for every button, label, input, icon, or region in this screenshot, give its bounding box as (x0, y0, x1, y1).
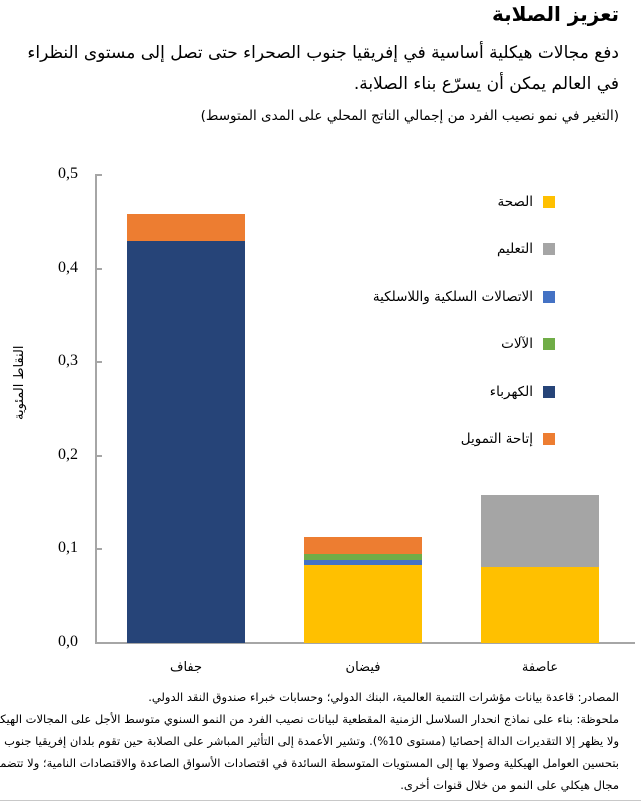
legend-item: الصحة (373, 178, 555, 226)
legend-label: الآلات (501, 336, 533, 353)
bar-segment (304, 537, 422, 555)
footnote: المصادر: قاعدة بيانات مؤشرات التنمية الع… (0, 686, 619, 796)
y-tick-mark (95, 642, 102, 644)
y-tick-label: 0,1 (58, 539, 78, 557)
y-tick-mark (95, 361, 102, 364)
legend-swatch-icon (543, 195, 555, 208)
legend-label: الكهرباء (489, 383, 533, 400)
y-axis (95, 175, 97, 644)
y-tick-label: 0,5 (58, 165, 78, 182)
legend-label: إتاحة التمويل (460, 431, 533, 448)
y-tick-mark (95, 454, 102, 457)
x-category-label: جفاف (169, 660, 203, 675)
bottom-divider (0, 800, 641, 801)
legend-swatch-icon (543, 243, 555, 256)
y-tick-label: 0,3 (58, 352, 78, 370)
legend-item: الكهرباء (373, 368, 555, 416)
legend-label: الاتصالات السلكية واللاسلكية (372, 288, 533, 305)
y-tick-label: 0,2 (58, 445, 78, 463)
chart-title: تعزيز الصلابة (491, 2, 619, 26)
y-tick-mark (95, 174, 102, 176)
chart-units: (التغير في نمو نصيب الفرد من إجمالي النا… (200, 108, 619, 124)
legend-swatch-icon (543, 433, 555, 446)
legend-item: إتاحة التمويل (373, 416, 555, 464)
x-category-label: عاصفة (521, 660, 559, 675)
legend-item: التعليم (373, 226, 555, 274)
y-tick-mark (95, 267, 102, 270)
footnote-note-line: مجال هيكلي على النمو من خلال قنوات أخرى. (400, 778, 619, 792)
legend-label: الصحة (497, 193, 533, 210)
x-axis (95, 642, 635, 644)
y-axis-label: النقاط المئوية (12, 345, 27, 420)
y-tick-label: 0,4 (58, 258, 78, 276)
chart-subtitle: دفع مجالات هيكلية أساسية في إفريقيا جنوب… (27, 43, 619, 94)
footnote-sources: المصادر: قاعدة بيانات مؤشرات التنمية الع… (148, 690, 619, 704)
y-tick-label: 0,0 (58, 633, 78, 650)
legend-swatch-icon (543, 385, 555, 398)
bar-segment (127, 240, 245, 643)
legend: الصحة التعليم الاتصالات السلكية واللاسلكية… (373, 178, 555, 463)
footnote-note-line: بتحسين العوامل الهيكلية وصولا بها إلى ال… (0, 756, 619, 770)
footnote-note-line: ولا يظهر إلا التقديرات الدالة إحصائيا (م… (0, 734, 619, 748)
legend-swatch-icon (543, 290, 555, 303)
stacked-bar-chart: النقاط المئوية 0,0 0,1 0,2 0,3 0,4 0,5 جفاف في… (0, 160, 641, 680)
bar-segment (304, 559, 422, 566)
legend-item: الآلات (373, 321, 555, 369)
bar-segment (304, 554, 422, 560)
legend-swatch-icon (543, 338, 555, 351)
bar-segment (304, 565, 422, 643)
legend-item: الاتصالات السلكية واللاسلكية (373, 273, 555, 321)
bar-segment (127, 214, 245, 241)
y-tick-mark (95, 548, 102, 551)
legend-label: التعليم (497, 241, 533, 258)
footnote-note-line: ملحوظة: بناء على نماذج انحدار السلاسل ال… (0, 712, 619, 726)
x-category-label: فيضان (345, 660, 381, 675)
bar-segment (481, 567, 599, 643)
bar-segment (481, 495, 599, 568)
